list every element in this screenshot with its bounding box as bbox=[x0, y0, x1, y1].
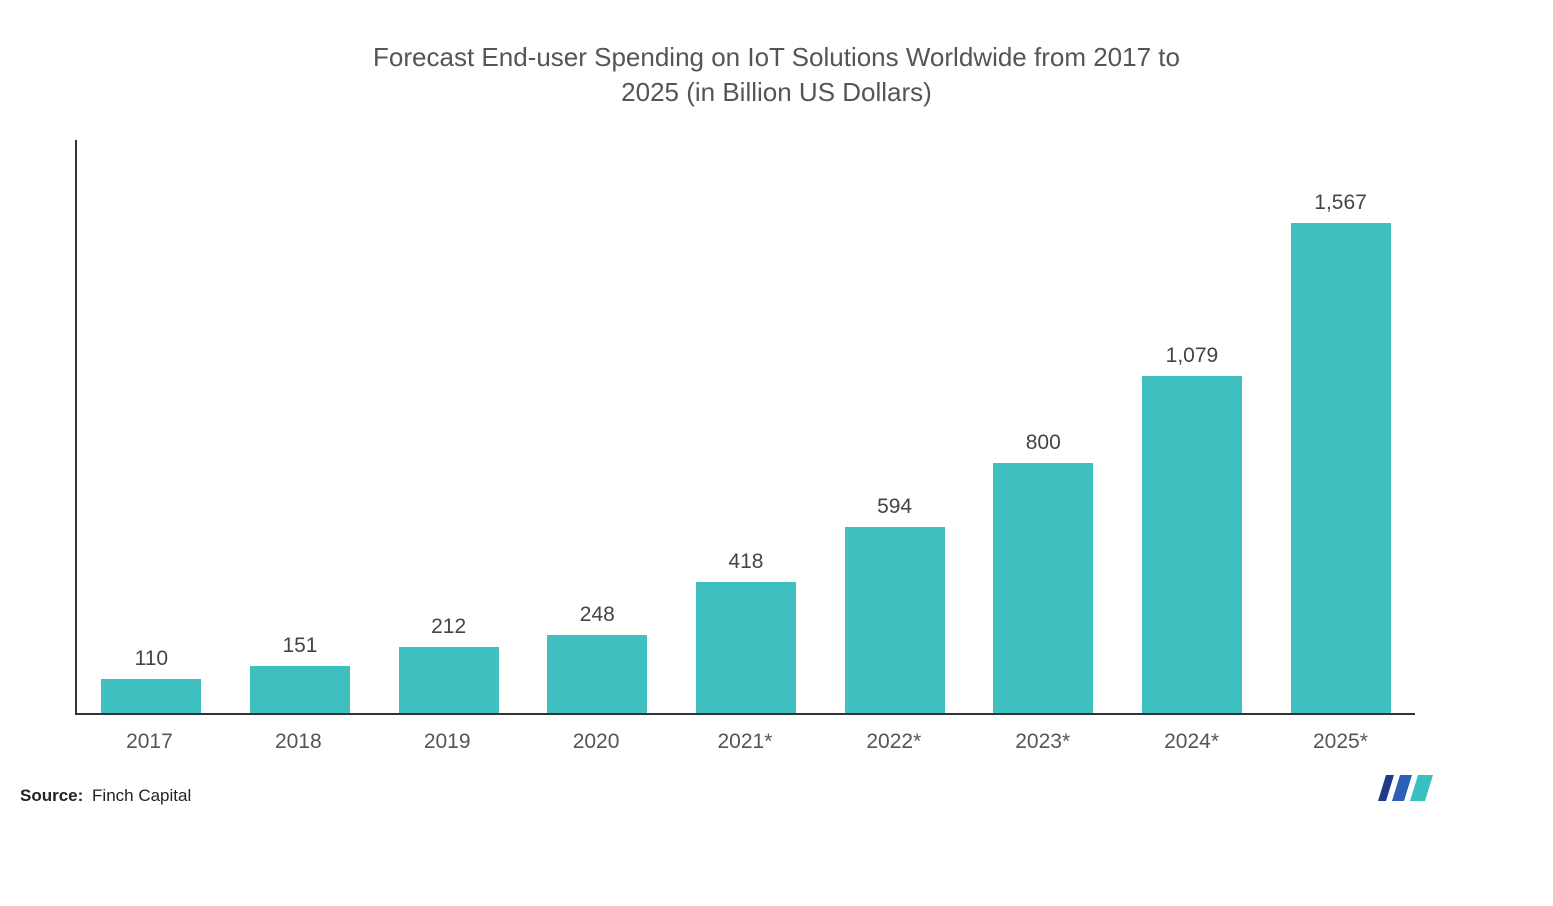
bar-value-label: 418 bbox=[728, 550, 763, 574]
chart-plot-area: 110 151 212 248 418 594 800 1,079 1,567 bbox=[75, 140, 1415, 715]
mordor-logo-icon bbox=[1378, 773, 1433, 801]
bar bbox=[1142, 376, 1242, 713]
x-axis-label: 2021* bbox=[685, 720, 805, 754]
bar-value-label: 110 bbox=[135, 647, 168, 671]
bar-column: 418 bbox=[686, 550, 806, 713]
bar-value-label: 248 bbox=[580, 603, 615, 627]
bar bbox=[399, 647, 499, 713]
bar-value-label: 1,567 bbox=[1314, 191, 1367, 215]
bar-value-label: 800 bbox=[1026, 431, 1061, 455]
source-label: Source: bbox=[20, 786, 83, 805]
source-value: Finch Capital bbox=[92, 786, 191, 805]
bar-column: 212 bbox=[389, 615, 509, 713]
bar-series: 110 151 212 248 418 594 800 1,079 1,567 bbox=[77, 140, 1415, 713]
bar-column: 110 bbox=[91, 647, 211, 713]
bar bbox=[547, 635, 647, 713]
x-axis: 2017 2018 2019 2020 2021* 2022* 2023* 2024* 2025… bbox=[75, 720, 1415, 754]
chart-page: Forecast End-user Spending on IoT Soluti… bbox=[0, 0, 1553, 906]
chart-title: Forecast End-user Spending on IoT Soluti… bbox=[357, 40, 1197, 110]
x-axis-label: 2023* bbox=[983, 720, 1103, 754]
bar bbox=[696, 582, 796, 713]
bar bbox=[993, 463, 1093, 713]
bar bbox=[1291, 223, 1391, 713]
x-axis-label: 2022* bbox=[834, 720, 954, 754]
bar-column: 800 bbox=[983, 431, 1103, 713]
x-axis-label: 2025* bbox=[1280, 720, 1400, 754]
bar bbox=[101, 679, 201, 713]
bar-column: 1,567 bbox=[1281, 191, 1401, 713]
x-axis-label: 2017 bbox=[89, 720, 209, 754]
x-axis-label: 2020 bbox=[536, 720, 656, 754]
bar-value-label: 151 bbox=[282, 634, 317, 658]
bar-column: 151 bbox=[240, 634, 360, 713]
bar-column: 1,079 bbox=[1132, 344, 1252, 713]
source-attribution: Source: Finch Capital bbox=[20, 786, 191, 806]
x-axis-label: 2019 bbox=[387, 720, 507, 754]
brand-logo bbox=[1378, 773, 1433, 806]
x-axis-label: 2018 bbox=[238, 720, 358, 754]
bar bbox=[845, 527, 945, 713]
bar-value-label: 212 bbox=[431, 615, 466, 639]
x-axis-label: 2024* bbox=[1132, 720, 1252, 754]
bar-value-label: 594 bbox=[877, 495, 912, 519]
bar bbox=[250, 666, 350, 713]
bar-column: 248 bbox=[537, 603, 657, 713]
bar-column: 594 bbox=[835, 495, 955, 713]
bar-value-label: 1,079 bbox=[1166, 344, 1219, 368]
